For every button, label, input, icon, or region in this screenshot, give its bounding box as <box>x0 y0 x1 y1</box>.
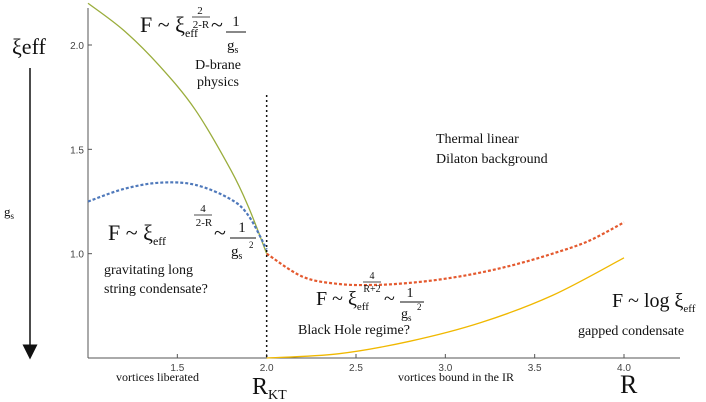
svg-text:string condensate?: string condensate? <box>104 282 208 297</box>
series-line-2 <box>87 181 268 251</box>
svg-text:Thermal linear: Thermal linear <box>436 132 519 147</box>
svg-text:F ~ log ξeff: F ~ log ξeff <box>612 290 696 315</box>
svg-text:F ~ ξeff: F ~ ξeff <box>108 220 166 248</box>
dbrane-annotation: F ~ ξeff 2 2-R ~ 1 gs D-brane physics <box>140 5 246 90</box>
svg-text:~: ~ <box>214 220 226 245</box>
svg-text:~: ~ <box>211 12 223 37</box>
svg-text:physics: physics <box>197 75 239 90</box>
series-line-3 <box>266 221 625 287</box>
svg-text:2-R: 2-R <box>196 217 213 229</box>
svg-text:gravitating long: gravitating long <box>104 263 193 278</box>
x-axis-label: R <box>620 370 638 399</box>
y-tick-label: 1.0 <box>70 250 84 261</box>
svg-text:gapped condensate: gapped condensate <box>578 324 684 339</box>
svg-text:2-R: 2-R <box>193 19 210 31</box>
y-axis-label: ξeff <box>12 34 47 59</box>
series-line-1 <box>87 2 268 254</box>
svg-text:F ~ ξeff: F ~ ξeff <box>140 12 198 40</box>
axis-ticks: 1.5 2.0 2.5 3.0 3.5 4.0 1.0 1.5 2.0 <box>70 41 631 374</box>
svg-text:Dilaton background: Dilaton background <box>436 152 548 167</box>
blackhole-annotation: F ~ ξeff 4 R+2 ~ 1 gs 2 Black Hole regim… <box>298 271 424 338</box>
svg-text:2: 2 <box>417 302 422 312</box>
svg-text:gs: gs <box>227 38 239 56</box>
y-tick-label: 2.0 <box>70 41 84 52</box>
svg-text:4: 4 <box>370 271 375 282</box>
svg-text:~: ~ <box>384 288 395 310</box>
series-line-4 <box>266 257 625 359</box>
svg-text:gs: gs <box>231 244 243 262</box>
svg-text:4: 4 <box>200 203 206 215</box>
x-tick-label: 3.0 <box>438 363 452 374</box>
gapped-annotation: F ~ log ξeff gapped condensate <box>578 290 696 339</box>
x-tick-label: 4.0 <box>617 363 631 374</box>
x-tick-label: 1.5 <box>170 363 184 374</box>
gs-arrow-label: gs <box>4 204 15 221</box>
svg-text:1: 1 <box>232 14 240 30</box>
svg-text:1: 1 <box>238 220 246 236</box>
x-tick-label: 2.0 <box>260 363 274 374</box>
y-tick-label: 1.5 <box>70 145 84 156</box>
vortices-liberated-label: vortices liberated <box>116 370 199 384</box>
svg-text:R+2: R+2 <box>363 284 380 295</box>
svg-text:2: 2 <box>197 5 203 17</box>
vortices-bound-label: vortices bound in the IR <box>398 370 514 384</box>
rkt-label: RKT <box>252 374 287 402</box>
svg-text:D-brane: D-brane <box>195 58 241 73</box>
svg-text:Black Hole regime?: Black Hole regime? <box>298 323 410 338</box>
x-tick-label: 2.5 <box>349 363 363 374</box>
svg-text:1: 1 <box>407 286 414 301</box>
series-group <box>87 2 625 359</box>
svg-text:gs: gs <box>401 307 412 323</box>
x-tick-label: 3.5 <box>528 363 542 374</box>
svg-text:F ~ ξeff: F ~ ξeff <box>316 288 369 313</box>
thermal-annotation: Thermal linear Dilaton background <box>436 132 548 167</box>
gravitating-annotation: F ~ ξeff 4 2-R ~ 1 gs 2 gravitating long… <box>104 203 256 297</box>
svg-text:2: 2 <box>249 240 254 250</box>
